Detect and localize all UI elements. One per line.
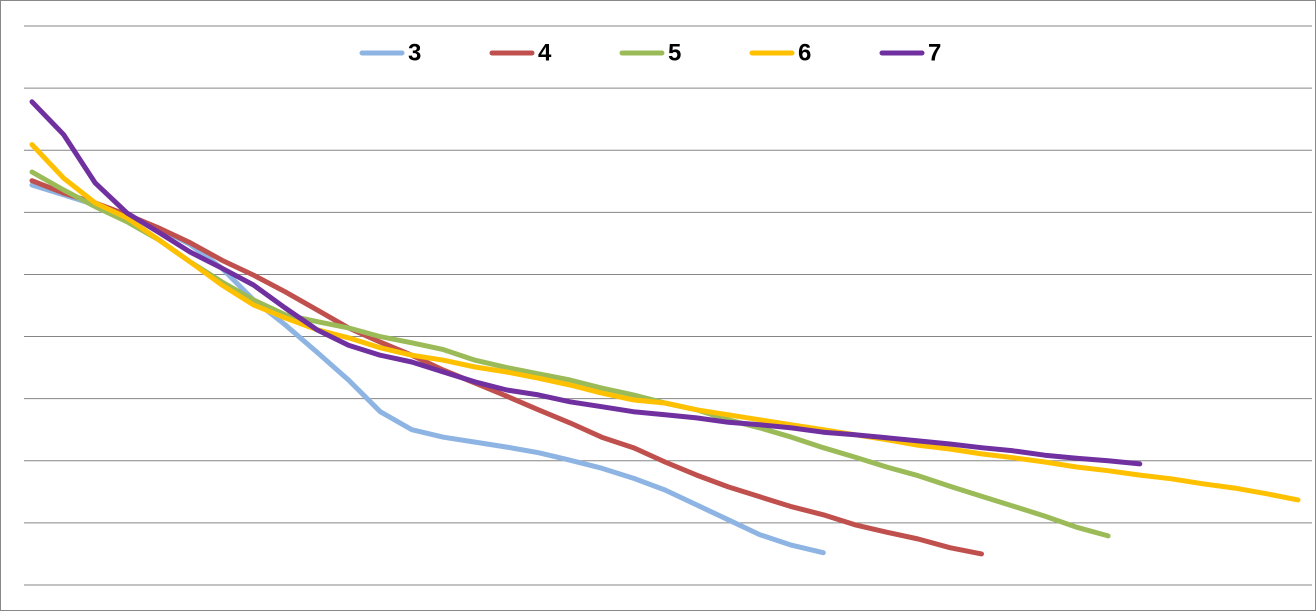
legend-label: 5: [668, 39, 681, 66]
legend-label: 3: [408, 39, 421, 66]
series-line: [29, 178, 984, 557]
legend-label: 7: [928, 39, 941, 66]
series-line: [29, 142, 1301, 503]
legend-label: 4: [538, 39, 552, 66]
legend-label: 6: [798, 39, 811, 66]
series-line: [29, 99, 1143, 467]
